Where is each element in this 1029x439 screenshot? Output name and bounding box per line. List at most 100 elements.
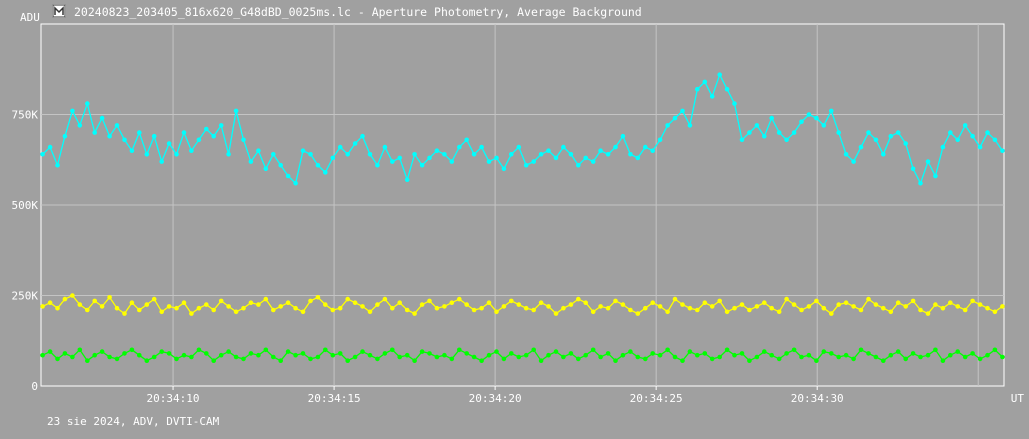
data-point — [933, 173, 938, 179]
data-point — [910, 298, 916, 304]
data-point — [776, 309, 782, 315]
data-point — [724, 86, 730, 92]
data-point — [70, 108, 75, 114]
data-point — [218, 123, 224, 128]
data-point — [620, 133, 626, 139]
data-point — [680, 108, 685, 114]
data-point — [940, 305, 946, 311]
data-point — [985, 352, 990, 358]
data-point — [196, 305, 202, 311]
data-point — [754, 304, 760, 309]
data-point — [769, 352, 774, 358]
data-point — [501, 304, 507, 309]
data-point — [330, 352, 336, 358]
data-point — [204, 302, 209, 307]
data-point — [747, 130, 752, 135]
data-point — [241, 137, 246, 143]
data-point — [732, 305, 737, 311]
data-point — [323, 170, 328, 175]
data-point — [843, 352, 849, 358]
data-point — [166, 141, 172, 146]
data-point — [99, 349, 105, 354]
data-point — [784, 296, 789, 302]
data-point — [486, 352, 492, 358]
data-point — [70, 354, 75, 360]
data-point — [174, 356, 179, 362]
x-tick-label: 20:34:25 — [630, 392, 683, 405]
data-point — [933, 302, 938, 307]
series-1 — [40, 293, 1005, 316]
data-point — [814, 358, 819, 364]
data-point — [717, 72, 722, 77]
data-point — [233, 108, 239, 114]
data-point — [278, 162, 284, 168]
data-point — [241, 356, 246, 362]
data-point — [806, 112, 812, 117]
data-point — [977, 302, 983, 307]
data-point — [360, 304, 365, 309]
data-point — [62, 296, 68, 302]
data-point — [598, 354, 603, 360]
data-point — [866, 130, 871, 135]
data-point — [955, 137, 960, 143]
data-point — [114, 356, 120, 362]
data-point — [434, 305, 440, 311]
data-point — [851, 304, 856, 309]
data-point — [181, 352, 187, 358]
data-point — [337, 305, 343, 311]
grid — [41, 24, 1004, 386]
data-point — [962, 307, 968, 313]
data-point — [501, 166, 507, 172]
data-point — [799, 119, 804, 124]
data-point — [762, 133, 767, 139]
data-point — [129, 148, 135, 153]
data-point — [390, 347, 395, 353]
data-point — [613, 144, 618, 150]
data-point — [985, 305, 990, 311]
data-point — [427, 155, 432, 161]
data-point — [620, 352, 626, 358]
data-point — [442, 152, 447, 157]
data-point — [843, 152, 849, 157]
data-point — [40, 352, 45, 358]
data-point — [881, 152, 886, 157]
data-point — [598, 304, 603, 309]
data-point — [174, 152, 179, 157]
x-axis-unit-label: UT — [1011, 392, 1025, 405]
data-point — [278, 304, 284, 309]
y-tick-label: 250K — [12, 290, 39, 303]
data-point — [457, 296, 462, 302]
data-point — [613, 358, 618, 364]
series-line — [42, 294, 1003, 315]
data-point — [531, 347, 536, 353]
data-point — [509, 152, 514, 157]
data-point — [948, 130, 953, 135]
app-icon[interactable] — [52, 4, 66, 18]
data-point — [196, 347, 202, 353]
data-point — [99, 304, 105, 309]
data-point — [181, 130, 187, 135]
data-point — [352, 141, 358, 146]
data-point — [546, 304, 551, 309]
data-point — [92, 298, 97, 304]
data-point — [419, 349, 425, 354]
data-point — [263, 296, 269, 302]
data-point — [665, 347, 670, 353]
data-point — [858, 307, 864, 313]
data-point — [814, 115, 819, 121]
data-point — [390, 305, 395, 311]
data-point — [271, 152, 276, 157]
data-point — [657, 352, 663, 358]
data-point — [776, 356, 782, 362]
data-point — [92, 130, 97, 135]
data-point — [449, 300, 455, 306]
data-point — [211, 358, 216, 364]
data-point — [375, 302, 380, 307]
title-bar: 20240823_203405_816x620_G48dBD_0025ms.lc… — [0, 0, 1029, 24]
data-point — [821, 305, 827, 311]
data-point — [494, 309, 499, 315]
data-point — [724, 347, 730, 353]
data-point — [628, 307, 633, 313]
data-point — [881, 305, 886, 311]
data-point — [464, 351, 470, 356]
